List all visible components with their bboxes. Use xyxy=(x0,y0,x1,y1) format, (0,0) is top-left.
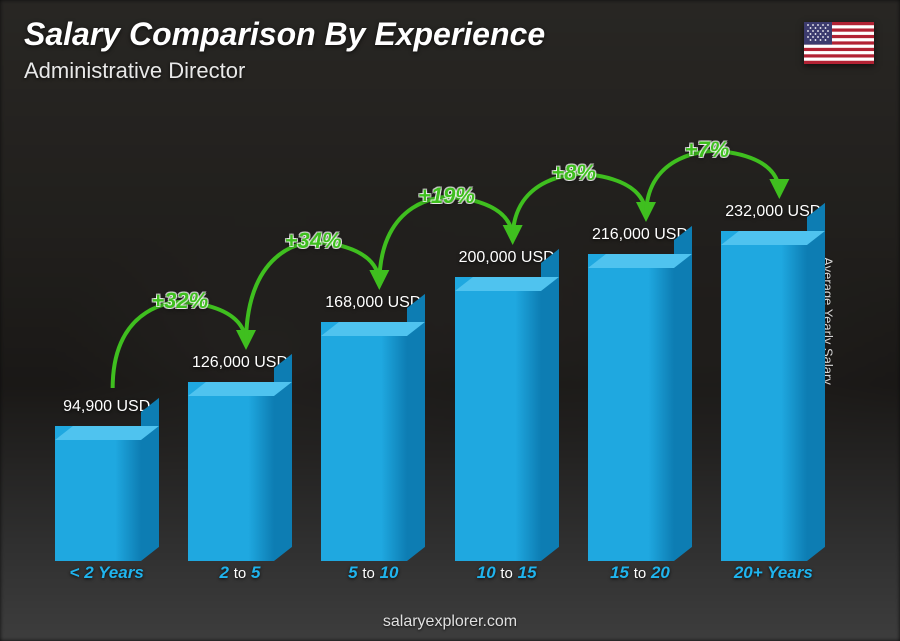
bar-top-face xyxy=(55,426,159,440)
bar-side-face xyxy=(807,203,825,561)
increase-pct-label: +7% xyxy=(685,137,730,163)
x-axis-label: 15 to 20 xyxy=(573,563,706,591)
bar-side-face xyxy=(674,226,692,561)
increase-pct-label: +34% xyxy=(285,228,342,254)
x-axis-label: 5 to 10 xyxy=(307,563,440,591)
bar-top-face xyxy=(321,322,425,336)
bar xyxy=(321,322,425,561)
bar-side-face xyxy=(141,398,159,561)
bar-slot: 126,000 USD xyxy=(173,90,306,561)
bar-side-face xyxy=(407,294,425,561)
bar-top-face xyxy=(588,254,692,268)
bar xyxy=(721,231,825,561)
increase-pct-label: +19% xyxy=(418,183,475,209)
bar-slot: 168,000 USD xyxy=(307,90,440,561)
bar-side-face xyxy=(541,249,559,561)
bar-slot: 94,900 USD xyxy=(40,90,173,561)
x-axis-label: 2 to 5 xyxy=(173,563,306,591)
bar xyxy=(455,277,559,561)
bar-front-face xyxy=(455,277,541,561)
bar-front-face xyxy=(721,231,807,561)
x-axis-label: 10 to 15 xyxy=(440,563,573,591)
bar xyxy=(588,254,692,561)
x-axis-label: < 2 Years xyxy=(40,563,173,591)
chart-subtitle: Administrative Director xyxy=(24,58,245,84)
x-axis: < 2 Years2 to 55 to 1010 to 1515 to 2020… xyxy=(40,563,840,591)
x-axis-label: 20+ Years xyxy=(707,563,840,591)
flag-icon xyxy=(804,22,874,64)
bar-top-face xyxy=(721,231,825,245)
bar-front-face xyxy=(588,254,674,561)
chart-title: Salary Comparison By Experience xyxy=(24,16,545,53)
footer-credit: salaryexplorer.com xyxy=(0,613,900,631)
bar-chart: 94,900 USD126,000 USD168,000 USD200,000 … xyxy=(40,90,840,591)
bar xyxy=(55,426,159,561)
content-layer: Salary Comparison By Experience Administ… xyxy=(0,0,900,641)
bar-value-label: 94,900 USD xyxy=(63,398,150,416)
bar-top-face xyxy=(455,277,559,291)
bar xyxy=(188,382,292,561)
bar-front-face xyxy=(321,322,407,561)
bar-top-face xyxy=(188,382,292,396)
bar-front-face xyxy=(188,382,274,561)
increase-pct-label: +8% xyxy=(551,160,596,186)
bar-front-face xyxy=(55,426,141,561)
increase-pct-label: +32% xyxy=(151,288,208,314)
